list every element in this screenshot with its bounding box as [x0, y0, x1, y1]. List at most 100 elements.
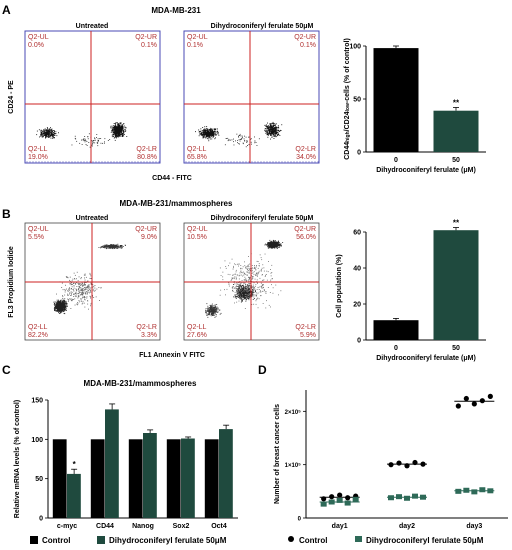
- flow-event: [206, 135, 208, 137]
- flow-event: [212, 134, 214, 136]
- flow-event: [106, 245, 108, 247]
- flow-event: [56, 305, 57, 307]
- flow-event: [53, 301, 55, 303]
- panel-b-xlabel: FL1 Annexin V FITC: [139, 352, 205, 359]
- quad-ur-value: 0.1%: [141, 42, 157, 49]
- flow-event: [216, 312, 218, 313]
- flow-event: [214, 316, 216, 318]
- flow-event: [52, 133, 54, 135]
- flow-event: [107, 140, 109, 141]
- flow-event: [122, 125, 124, 127]
- flow-event: [114, 136, 116, 138]
- flow-event: [75, 283, 77, 285]
- flow-event: [252, 289, 254, 290]
- flow-event: [241, 138, 243, 139]
- flow-event: [85, 282, 87, 283]
- flow-event: [269, 243, 270, 245]
- flow-event: [206, 132, 208, 134]
- flow-event: [238, 263, 240, 265]
- flow-event: [267, 242, 269, 243]
- flow-event: [84, 139, 86, 141]
- flow-event: [123, 135, 125, 137]
- flow-event: [73, 287, 75, 289]
- flow-event: [120, 133, 121, 135]
- flow-event: [215, 310, 217, 312]
- flow-event: [64, 305, 66, 307]
- flow-event: [217, 307, 218, 309]
- flow-event: [240, 274, 242, 276]
- flow-event: [44, 134, 46, 136]
- flow-event: [99, 300, 100, 301]
- flow-event: [115, 247, 116, 249]
- flow-event: [275, 241, 277, 243]
- flow-event: [116, 246, 118, 248]
- flow-event: [248, 297, 250, 299]
- quad-lr-value: 3.3%: [141, 332, 157, 339]
- flow-event: [249, 290, 250, 292]
- flow-event: [245, 297, 247, 299]
- flow-event: [236, 301, 238, 303]
- flow-event: [205, 127, 207, 129]
- flow-event: [41, 133, 42, 135]
- flow-event: [75, 296, 77, 298]
- flow-event: [245, 298, 247, 300]
- flow-event: [76, 286, 78, 287]
- flow-event: [271, 242, 273, 244]
- flow-event: [85, 284, 86, 286]
- flow-event: [89, 289, 91, 291]
- flow-event: [233, 284, 234, 285]
- flow-event: [204, 130, 206, 132]
- flow-event: [111, 136, 113, 138]
- flow-event: [256, 293, 258, 295]
- flow-event: [211, 131, 213, 133]
- flow-event: [277, 245, 279, 247]
- flow-event: [236, 295, 238, 297]
- flow-event: [76, 290, 77, 292]
- flow-event: [53, 308, 55, 310]
- flow-event: [233, 138, 234, 140]
- flow-event: [264, 290, 265, 291]
- flow-event: [117, 247, 119, 249]
- flow-event: [119, 125, 121, 127]
- flow-event: [213, 136, 215, 137]
- quad-lr-value: 34.0%: [296, 154, 316, 161]
- flow-event: [244, 295, 246, 297]
- point-treated: [420, 494, 426, 500]
- bar: [52, 439, 67, 518]
- flow-event: [257, 292, 259, 294]
- flow-event: [44, 131, 46, 132]
- flow-event: [275, 135, 277, 136]
- flow-event: [272, 131, 274, 133]
- flow-event: [118, 127, 120, 128]
- flow-event: [59, 306, 61, 308]
- flow-event: [208, 136, 210, 138]
- flow-event: [43, 129, 45, 131]
- x-axis-label: Dihydroconiferyl ferulate (μM): [376, 167, 476, 174]
- flow-event: [64, 303, 66, 305]
- flow-event: [241, 287, 243, 288]
- flow-event: [239, 284, 241, 286]
- flow-event: [102, 246, 104, 248]
- flow-event: [236, 288, 238, 289]
- flow-event: [241, 290, 243, 291]
- flow-event: [209, 129, 210, 130]
- flow-event: [277, 134, 279, 136]
- flow-event: [266, 244, 268, 245]
- flow-event: [114, 135, 116, 137]
- flow-event: [59, 312, 61, 314]
- flow-event: [65, 284, 66, 286]
- flow-event: [120, 245, 122, 247]
- flow-event: [215, 309, 217, 311]
- flow-event: [242, 294, 244, 296]
- flow-event: [247, 265, 249, 267]
- flow-event: [43, 130, 45, 132]
- flow-event: [80, 294, 82, 296]
- flow-event: [119, 127, 121, 129]
- flow-event: [245, 286, 247, 288]
- flow-event: [124, 244, 126, 246]
- flow-event: [274, 246, 276, 247]
- flow-event: [239, 285, 241, 287]
- flow-event: [211, 131, 213, 132]
- flow-event: [119, 128, 120, 130]
- quad-lr-value: 5.9%: [300, 332, 316, 339]
